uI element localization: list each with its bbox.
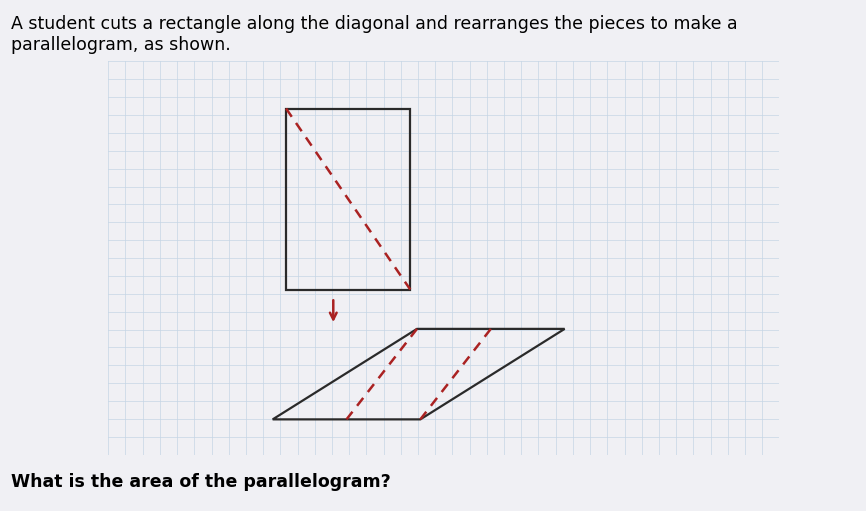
Text: What is the area of the parallelogram?: What is the area of the parallelogram? — [11, 473, 391, 491]
Text: A student cuts a rectangle along the diagonal and rearranges the pieces to make : A student cuts a rectangle along the dia… — [11, 15, 738, 54]
